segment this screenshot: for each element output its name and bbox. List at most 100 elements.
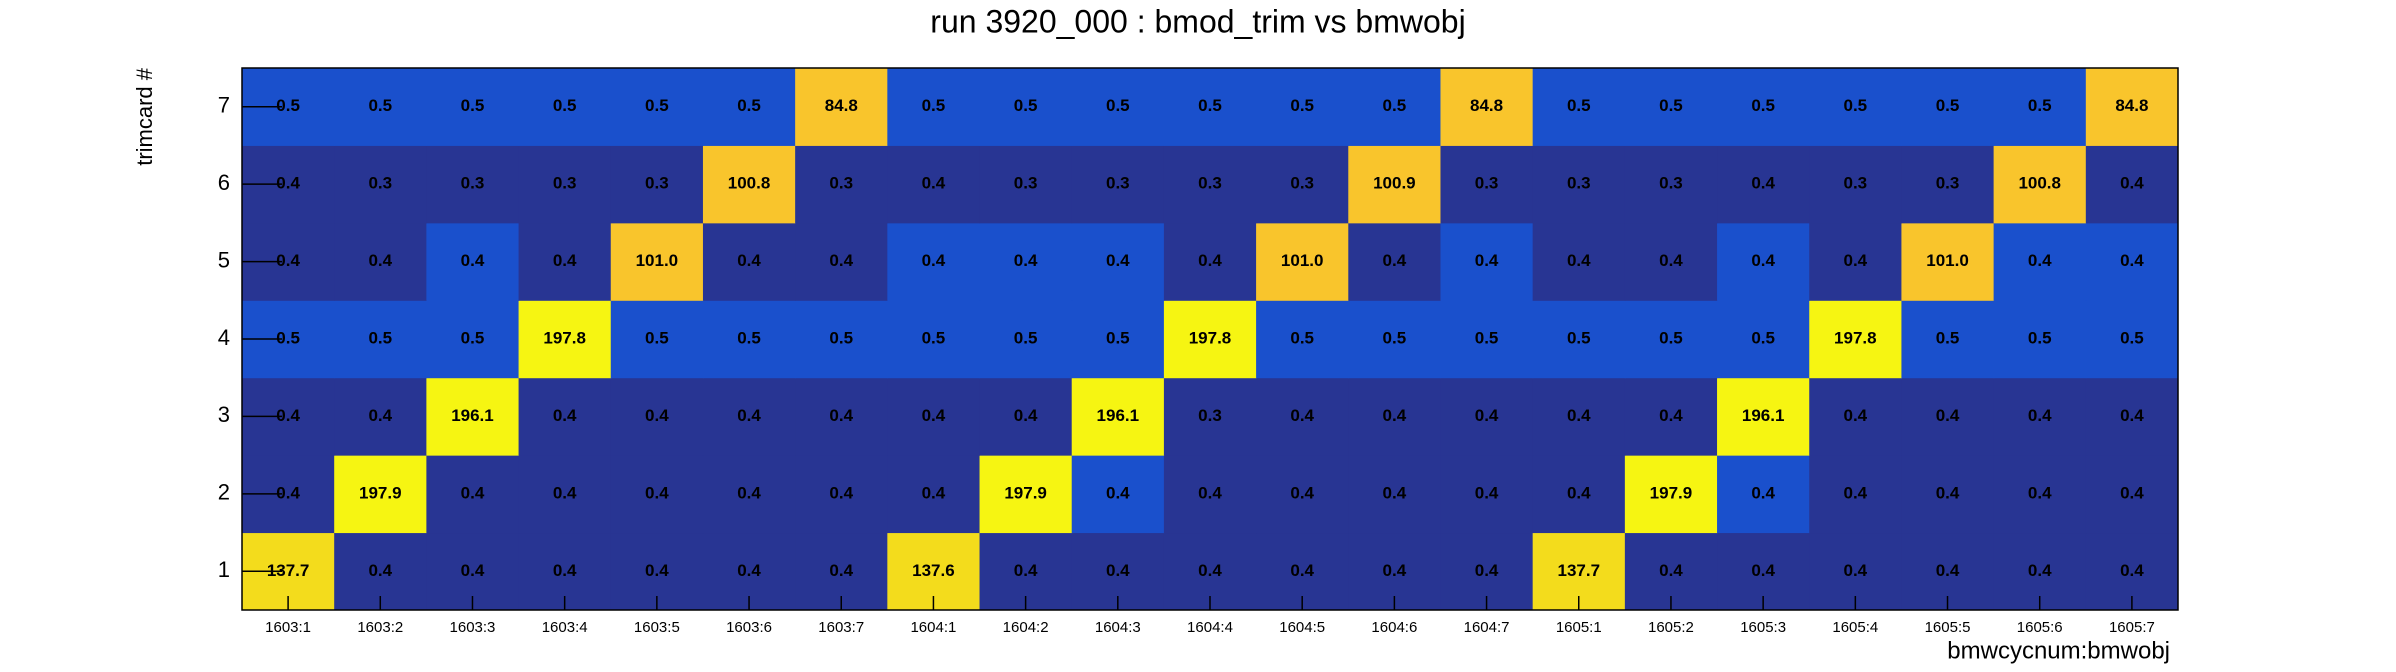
cell-label: 196.1 — [451, 406, 494, 425]
cell-label: 137.7 — [1557, 561, 1600, 580]
cell-label: 197.9 — [359, 483, 402, 502]
cell-label: 0.4 — [922, 174, 946, 193]
heatmap-cell — [1993, 455, 2087, 534]
heatmap-cell — [1440, 455, 1534, 534]
cell-label: 0.5 — [1936, 96, 1960, 115]
x-tick-label: 1604:4 — [1187, 619, 1233, 636]
cell-label: 137.6 — [912, 561, 955, 580]
cell-label: 0.5 — [1475, 328, 1499, 347]
cell-label: 0.5 — [2120, 328, 2144, 347]
cell-label: 0.5 — [922, 96, 946, 115]
y-tick-label: 1 — [218, 557, 230, 582]
cell-label: 197.8 — [1189, 328, 1232, 347]
heatmap-cell — [1440, 222, 1534, 301]
cell-label: 0.4 — [737, 483, 761, 502]
cell-label: 0.5 — [368, 96, 392, 115]
x-tick-label: 1605:2 — [1648, 619, 1694, 636]
x-tick-label: 1604:6 — [1371, 619, 1417, 636]
cell-label: 0.4 — [2120, 483, 2144, 502]
cell-label: 0.4 — [1106, 251, 1130, 270]
heatmap-cell — [1809, 222, 1902, 301]
x-tick-label: 1605:4 — [1832, 619, 1878, 636]
cell-label: 101.0 — [636, 251, 679, 270]
cell-label: 0.4 — [1106, 561, 1130, 580]
cell-label: 0.4 — [276, 251, 300, 270]
plot-frame — [241, 67, 2179, 611]
cell-label: 0.4 — [2120, 561, 2144, 580]
heatmap-cell — [795, 455, 888, 534]
heatmap-cell — [2085, 68, 2179, 146]
cell-label: 0.4 — [1475, 483, 1499, 502]
cell-label: 0.4 — [829, 406, 853, 425]
heatmap-cell — [2085, 222, 2179, 301]
cell-label: 0.4 — [1198, 251, 1222, 270]
cell-label: 0.4 — [1290, 406, 1314, 425]
heatmap-cell — [1901, 68, 1995, 146]
cell-label: 0.5 — [829, 328, 853, 347]
cell-label: 0.5 — [737, 328, 761, 347]
heatmap-cell — [979, 300, 1073, 379]
heatmap-cell — [610, 300, 704, 379]
cell-label: 0.4 — [829, 561, 853, 580]
heatmap-cell — [1624, 68, 1718, 146]
cell-label: 137.7 — [267, 561, 310, 580]
cell-label: 0.4 — [1198, 561, 1222, 580]
cell-label: 0.4 — [553, 251, 577, 270]
cell-label: 0.4 — [368, 561, 392, 580]
cell-label: 0.4 — [737, 561, 761, 580]
cell-label: 0.4 — [461, 251, 485, 270]
heatmap-cell — [1901, 145, 1995, 224]
heatmap-cell — [1993, 222, 2087, 301]
y-tick-label: 6 — [218, 170, 230, 195]
heatmap-cell — [702, 300, 796, 379]
heatmap-cell — [518, 145, 612, 224]
heatmap-cell — [979, 455, 1073, 534]
cell-label: 0.4 — [1290, 561, 1314, 580]
heatmap-cell — [1256, 145, 1349, 224]
heatmap-cell — [610, 145, 704, 224]
cell-label: 0.4 — [2028, 483, 2052, 502]
heatmap-cell — [2085, 377, 2179, 456]
cell-label: 0.4 — [553, 561, 577, 580]
heatmap-cell — [1348, 300, 1441, 379]
heatmap-cell — [887, 145, 981, 224]
heatmap-cell — [518, 222, 612, 301]
heatmap-cell — [702, 455, 796, 534]
heatmap-cell — [1440, 377, 1534, 456]
x-tick-label: 1603:6 — [726, 619, 772, 636]
heatmap-cell — [1532, 68, 1626, 146]
cell-label: 0.4 — [1659, 251, 1683, 270]
cell-label: 0.5 — [1383, 96, 1407, 115]
cell-label: 0.4 — [737, 251, 761, 270]
cell-label: 0.4 — [1383, 251, 1407, 270]
heatmap-cell — [887, 68, 981, 146]
heatmap-cell — [1624, 222, 1718, 301]
cell-label: 0.3 — [829, 174, 853, 193]
heatmap-cell — [1256, 222, 1349, 301]
heatmap-cell — [1163, 222, 1257, 301]
heatmap-cell — [1348, 377, 1441, 456]
cell-label: 197.8 — [1834, 328, 1877, 347]
x-tick-label: 1605:6 — [2017, 619, 2063, 636]
cell-label: 0.4 — [1751, 483, 1775, 502]
heatmap-cell — [1163, 68, 1257, 146]
heatmap-cell — [1717, 455, 1810, 534]
heatmap-cell — [610, 455, 704, 534]
heatmap-cell — [1993, 377, 2087, 456]
x-tick-label: 1603:3 — [450, 619, 496, 636]
cell-label: 0.4 — [2028, 561, 2052, 580]
cell-label: 0.5 — [1106, 328, 1130, 347]
heatmap-cell — [1440, 68, 1534, 146]
cell-label: 0.3 — [1475, 174, 1499, 193]
cell-label: 0.4 — [1383, 561, 1407, 580]
cell-label: 0.4 — [1936, 406, 1960, 425]
heatmap-cell — [426, 222, 520, 301]
x-tick-label: 1603:2 — [357, 619, 403, 636]
heatmap-cell — [2085, 300, 2179, 379]
heatmap-cell — [426, 68, 520, 146]
x-tick-label: 1605:5 — [1925, 619, 1971, 636]
heatmap-cell — [2085, 145, 2179, 224]
chart-title: run 3920_000 : bmod_trim vs bmwobj — [930, 3, 1465, 39]
heatmap-cell — [702, 145, 796, 224]
cell-label: 0.5 — [1659, 96, 1683, 115]
